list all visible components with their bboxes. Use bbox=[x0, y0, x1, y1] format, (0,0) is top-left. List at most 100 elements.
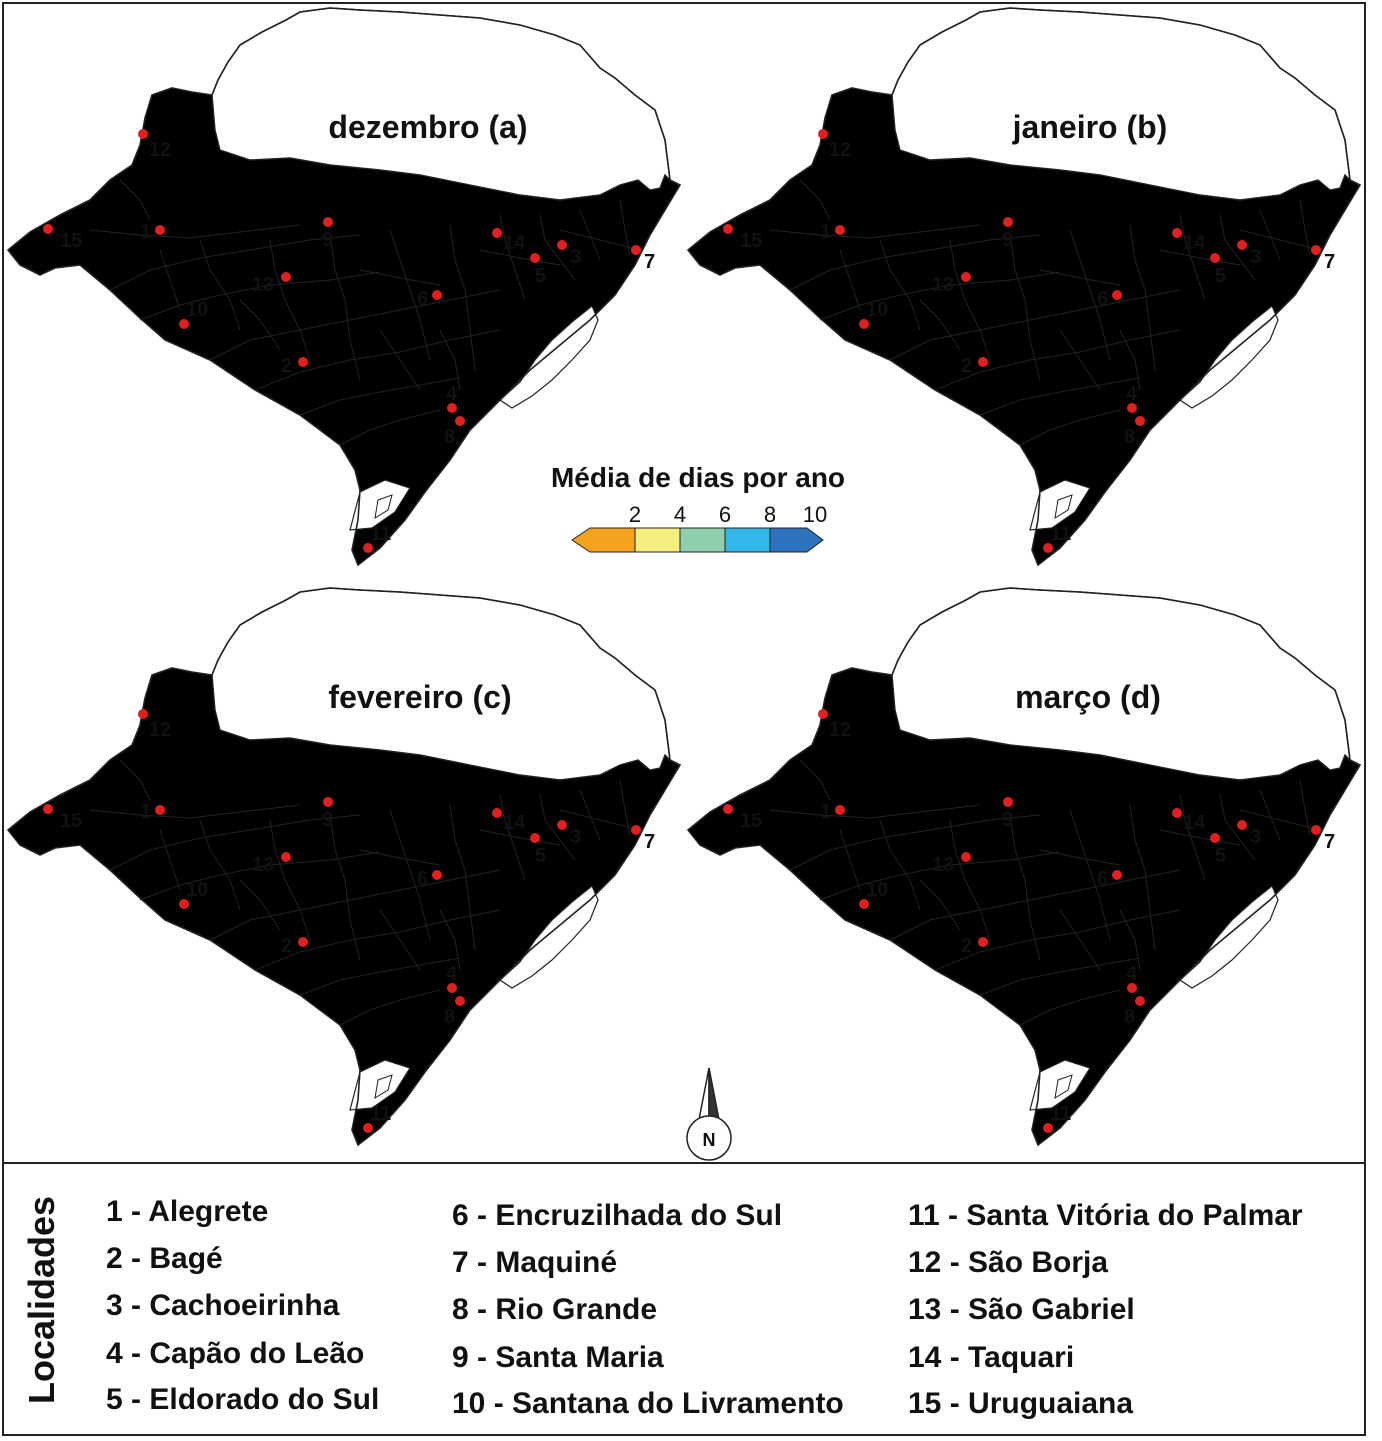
station-label-7: 7 bbox=[644, 831, 655, 853]
station-marker-5 bbox=[1210, 833, 1220, 843]
station-marker-7 bbox=[631, 825, 641, 835]
station-label-15: 15 bbox=[60, 230, 82, 252]
station-marker-9 bbox=[1003, 217, 1013, 227]
station-marker-5 bbox=[530, 833, 540, 843]
station-label-6: 6 bbox=[417, 288, 428, 310]
legend-tick: 10 bbox=[803, 502, 827, 527]
panel-title: dezembro (a) bbox=[328, 109, 527, 145]
legend-tick: 8 bbox=[764, 502, 776, 527]
station-marker-15 bbox=[723, 224, 733, 234]
location-item: 2 - Bagé bbox=[106, 1242, 223, 1275]
station-marker-3 bbox=[557, 820, 567, 830]
location-item: 11 - Santa Vitória do Palmar bbox=[908, 1199, 1303, 1232]
station-marker-14 bbox=[492, 228, 502, 238]
station-label-11: 11 bbox=[1050, 523, 1071, 545]
station-marker-1 bbox=[155, 225, 165, 235]
station-label-2: 2 bbox=[281, 355, 292, 377]
station-marker-14 bbox=[492, 808, 502, 818]
station-label-7: 7 bbox=[1324, 831, 1335, 853]
station-marker-8 bbox=[455, 996, 465, 1006]
station-marker-4 bbox=[1127, 403, 1137, 413]
station-label-9: 9 bbox=[1002, 809, 1013, 831]
map-panel-marco: #panel-3 .f0{fill:#8fcfae;}#panel-3 .f1{… bbox=[688, 588, 1360, 1145]
maps-area: #panel-0 .f0{fill:#f4ee7e;}#panel-0 .f1{… bbox=[0, 0, 1366, 1161]
station-label-2: 2 bbox=[961, 355, 972, 377]
station-marker-5 bbox=[530, 253, 540, 263]
station-label-11: 11 bbox=[1050, 1103, 1071, 1125]
station-label-7: 7 bbox=[1324, 251, 1335, 273]
station-marker-6 bbox=[1112, 870, 1122, 880]
station-marker-11 bbox=[1043, 1123, 1053, 1133]
station-label-5: 5 bbox=[1215, 845, 1226, 867]
color-legend: Média de dias por ano 2 4 6 8 10 bbox=[551, 462, 845, 553]
locations-label-box: Localidades bbox=[14, 1180, 70, 1420]
station-label-2: 2 bbox=[961, 935, 972, 957]
station-label-4: 4 bbox=[446, 963, 458, 985]
location-item: 13 - São Gabriel bbox=[908, 1293, 1135, 1326]
station-label-1: 1 bbox=[140, 801, 151, 823]
station-marker-3 bbox=[1237, 820, 1247, 830]
station-label-8: 8 bbox=[1124, 1006, 1135, 1028]
location-item: 3 - Cachoeirinha bbox=[106, 1289, 340, 1322]
station-label-8: 8 bbox=[444, 1006, 455, 1028]
station-marker-9 bbox=[1003, 797, 1013, 807]
station-label-15: 15 bbox=[740, 230, 762, 252]
station-label-3: 3 bbox=[1250, 826, 1261, 848]
station-marker-1 bbox=[155, 805, 165, 815]
station-marker-14 bbox=[1172, 228, 1182, 238]
location-item: 14 - Taquari bbox=[908, 1341, 1075, 1374]
station-marker-2 bbox=[978, 937, 988, 947]
location-item: 4 - Capão do Leão bbox=[106, 1337, 365, 1370]
station-label-1: 1 bbox=[820, 801, 831, 823]
legend-tick: 2 bbox=[629, 502, 641, 527]
station-label-9: 9 bbox=[322, 229, 333, 251]
station-marker-7 bbox=[1311, 825, 1321, 835]
location-item: 6 - Encruzilhada do Sul bbox=[452, 1199, 783, 1232]
station-marker-11 bbox=[363, 543, 373, 553]
station-label-14: 14 bbox=[1183, 812, 1206, 834]
station-label-10: 10 bbox=[866, 879, 888, 901]
station-label-12: 12 bbox=[829, 719, 851, 741]
panel-title: fevereiro (c) bbox=[328, 679, 511, 715]
station-marker-2 bbox=[298, 937, 308, 947]
station-label-15: 15 bbox=[740, 810, 762, 832]
legend-colorbar bbox=[571, 527, 824, 553]
station-marker-1 bbox=[835, 805, 845, 815]
station-marker-15 bbox=[43, 224, 53, 234]
station-label-3: 3 bbox=[570, 826, 581, 848]
section-divider bbox=[2, 1162, 1366, 1164]
station-label-6: 6 bbox=[1097, 288, 1108, 310]
station-marker-10 bbox=[179, 319, 189, 329]
legend-swatch-1 bbox=[571, 527, 636, 553]
location-item: 12 - São Borja bbox=[908, 1246, 1109, 1279]
map-panel-fevereiro: #panel-2 .f0{fill:#f5a21e;}#panel-2 .f1{… bbox=[8, 588, 680, 1145]
station-label-12: 12 bbox=[829, 139, 851, 161]
station-label-11: 11 bbox=[370, 1103, 391, 1125]
station-label-4: 4 bbox=[446, 383, 458, 405]
location-item: 7 - Maquiné bbox=[452, 1246, 618, 1279]
location-item: 9 - Santa Maria bbox=[452, 1341, 664, 1374]
location-item: 10 - Santana do Livramento bbox=[452, 1387, 844, 1420]
locations-key: 1 - Alegrete 2 - Bagé 3 - Cachoeirinha 4 - … bbox=[0, 1165, 1366, 1435]
station-marker-13 bbox=[961, 272, 971, 282]
station-marker-9 bbox=[323, 217, 333, 227]
legend-tick: 4 bbox=[674, 502, 686, 527]
station-label-4: 4 bbox=[1126, 383, 1138, 405]
station-label-9: 9 bbox=[322, 809, 333, 831]
station-marker-12 bbox=[818, 709, 828, 719]
station-label-13: 13 bbox=[252, 854, 274, 876]
station-marker-1 bbox=[835, 225, 845, 235]
station-label-14: 14 bbox=[1183, 232, 1206, 254]
station-marker-15 bbox=[43, 804, 53, 814]
legend-swatch-3 bbox=[679, 527, 726, 553]
station-label-13: 13 bbox=[252, 274, 274, 296]
station-marker-14 bbox=[1172, 808, 1182, 818]
station-label-13: 13 bbox=[932, 854, 954, 876]
location-item: 8 - Rio Grande bbox=[452, 1293, 658, 1326]
station-marker-6 bbox=[432, 290, 442, 300]
station-label-14: 14 bbox=[503, 812, 526, 834]
station-label-1: 1 bbox=[140, 221, 151, 243]
station-marker-11 bbox=[363, 1123, 373, 1133]
legend-swatch-4 bbox=[724, 527, 771, 553]
station-label-8: 8 bbox=[1124, 426, 1135, 448]
